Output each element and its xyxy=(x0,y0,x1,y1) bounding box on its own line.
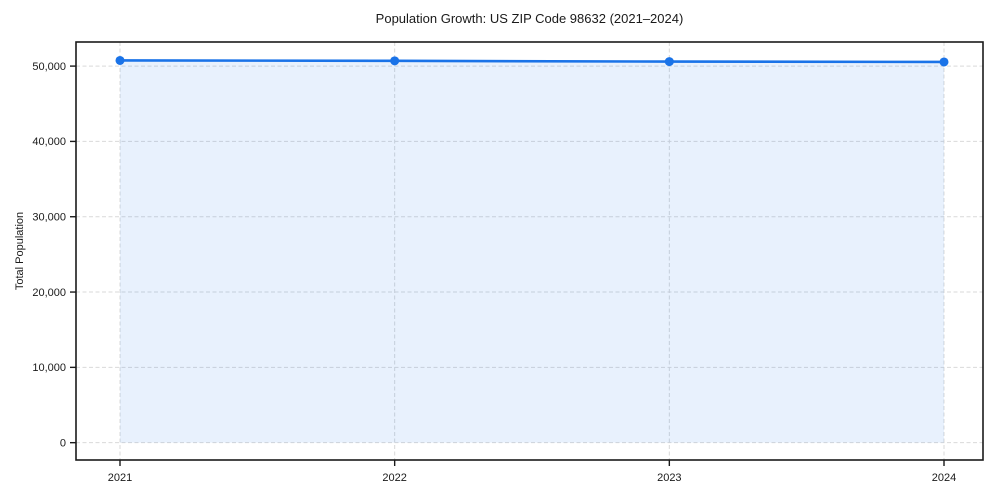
y-tick-label: 0 xyxy=(60,437,66,449)
y-tick-label: 50,000 xyxy=(32,61,66,73)
y-tick-label: 10,000 xyxy=(32,362,66,374)
y-tick-label: 30,000 xyxy=(32,212,66,224)
y-tick-label: 20,000 xyxy=(32,287,66,299)
trend-line xyxy=(118,59,946,64)
area-fill xyxy=(120,60,945,443)
y-tick-label: 40,000 xyxy=(32,136,66,148)
data-point-marker xyxy=(390,56,400,66)
x-tick-label: 2021 xyxy=(108,472,132,484)
data-point-marker xyxy=(115,55,125,65)
chart-title: Population Growth: US ZIP Code 98632 (20… xyxy=(375,11,684,26)
data-point-marker xyxy=(664,57,674,67)
x-tick-label: 2024 xyxy=(932,472,956,484)
axes-background xyxy=(76,42,983,460)
x-tick-label: 2022 xyxy=(382,472,406,484)
data-point-marker xyxy=(939,57,949,67)
plot-border xyxy=(75,41,984,461)
x-tick-label: 2023 xyxy=(657,472,681,484)
